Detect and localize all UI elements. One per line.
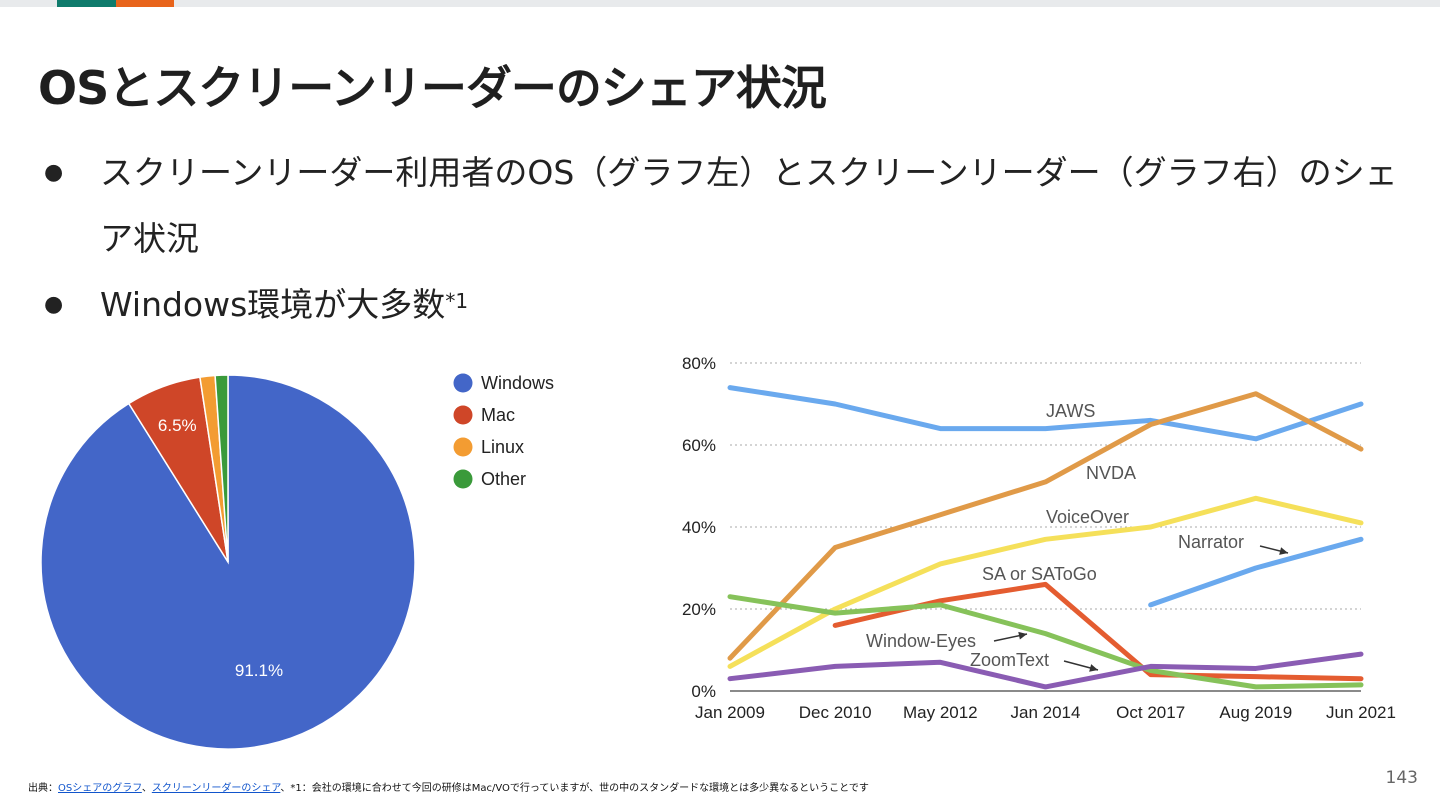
x-tick-label: Jan 2009 bbox=[695, 703, 765, 722]
bullet-dot: ● bbox=[44, 292, 64, 317]
series-line-narrator bbox=[1148, 536, 1364, 608]
y-tick-label: 0% bbox=[691, 682, 716, 701]
x-tick-label: Oct 2017 bbox=[1116, 703, 1185, 722]
bullet-item-2: ● Windows環境が大多数*1 bbox=[40, 272, 1410, 338]
series-label: ZoomText bbox=[970, 650, 1049, 670]
y-tick-label: 40% bbox=[682, 518, 716, 537]
x-tick-label: Jun 2021 bbox=[1326, 703, 1396, 722]
footer-separator: 、 bbox=[141, 783, 152, 794]
label-arrow-head bbox=[1279, 547, 1288, 555]
pie-slice-other bbox=[214, 374, 229, 563]
legend-swatch bbox=[453, 405, 473, 425]
accent-bar-orange bbox=[116, 0, 174, 7]
os-share-pie-chart: 91.1% 6.5% Windows Mac Linux Other bbox=[40, 373, 554, 750]
legend-swatch bbox=[453, 373, 473, 393]
slide-title: OSとスクリーンリーダーのシェア状況 bbox=[38, 61, 827, 115]
bullet-list: ● スクリーンリーダー利用者のOS（グラフ左）とスクリーンリーダー（グラフ右）の… bbox=[40, 140, 1410, 338]
x-tick-label: Dec 2010 bbox=[799, 703, 872, 722]
bullet-text: スクリーンリーダー利用者のOS（グラフ左）とスクリーンリーダー（グラフ右）のシェ… bbox=[100, 153, 1398, 258]
pie-data-label: 6.5% bbox=[158, 416, 197, 435]
top-bar bbox=[0, 0, 1440, 7]
legend-label: Other bbox=[481, 469, 526, 489]
screen-reader-share-line-chart: 0% 20% 40% 60% 80% Jan 2009 Dec 2010 May 2012 Ja… bbox=[682, 354, 1396, 722]
pie-data-label: 91.1% bbox=[235, 661, 283, 680]
footnote-marker: *1 bbox=[445, 289, 469, 313]
bullet-item-1: ● スクリーンリーダー利用者のOS（グラフ左）とスクリーンリーダー（グラフ右）の… bbox=[40, 140, 1410, 272]
series-line-nvda bbox=[727, 391, 1364, 661]
bullet-text: Windows環境が大多数 bbox=[100, 285, 446, 324]
os-share-source-link[interactable]: OSシェアのグラフ bbox=[58, 783, 142, 794]
label-arrow-head bbox=[1089, 664, 1098, 672]
series-label: JAWS bbox=[1046, 401, 1095, 421]
series-label: VoiceOver bbox=[1046, 507, 1129, 527]
x-tick-label: May 2012 bbox=[903, 703, 978, 722]
x-tick-label: Jan 2014 bbox=[1011, 703, 1081, 722]
series-line-zoomtext bbox=[727, 651, 1364, 690]
bullet-dot: ● bbox=[44, 160, 64, 185]
legend-label: Linux bbox=[481, 437, 524, 457]
legend-swatch bbox=[453, 469, 473, 489]
series-label: Window-Eyes bbox=[866, 631, 976, 651]
label-arrow-head bbox=[1018, 631, 1027, 640]
y-tick-label: 80% bbox=[682, 354, 716, 373]
accent-bar-teal bbox=[57, 0, 116, 7]
legend-label: Mac bbox=[481, 405, 515, 425]
legend-swatch bbox=[453, 437, 473, 457]
series-label: Narrator bbox=[1178, 532, 1244, 552]
legend-label: Windows bbox=[481, 373, 554, 393]
series-line-jaws bbox=[727, 385, 1364, 442]
series-line-voiceover bbox=[727, 495, 1364, 669]
screen-reader-share-source-link[interactable]: スクリーンリーダーのシェア bbox=[151, 783, 281, 794]
x-tick-label: Aug 2019 bbox=[1219, 703, 1292, 722]
series-label: NVDA bbox=[1086, 463, 1136, 483]
page-number: 143 bbox=[1385, 768, 1418, 788]
footer-prefix: 出典： bbox=[28, 783, 58, 794]
footer-note: 、*1：会社の環境に合わせて今回の研修はMac/VOで行っていますが、世の中のス… bbox=[280, 783, 869, 794]
series-line-window-eyes bbox=[727, 594, 1364, 690]
y-tick-label: 20% bbox=[682, 600, 716, 619]
series-label: SA or SAToGo bbox=[982, 564, 1097, 584]
y-tick-label: 60% bbox=[682, 436, 716, 455]
footer-source: 出典：OSシェアのグラフ、スクリーンリーダーのシェア、*1：会社の環境に合わせて… bbox=[28, 779, 869, 794]
